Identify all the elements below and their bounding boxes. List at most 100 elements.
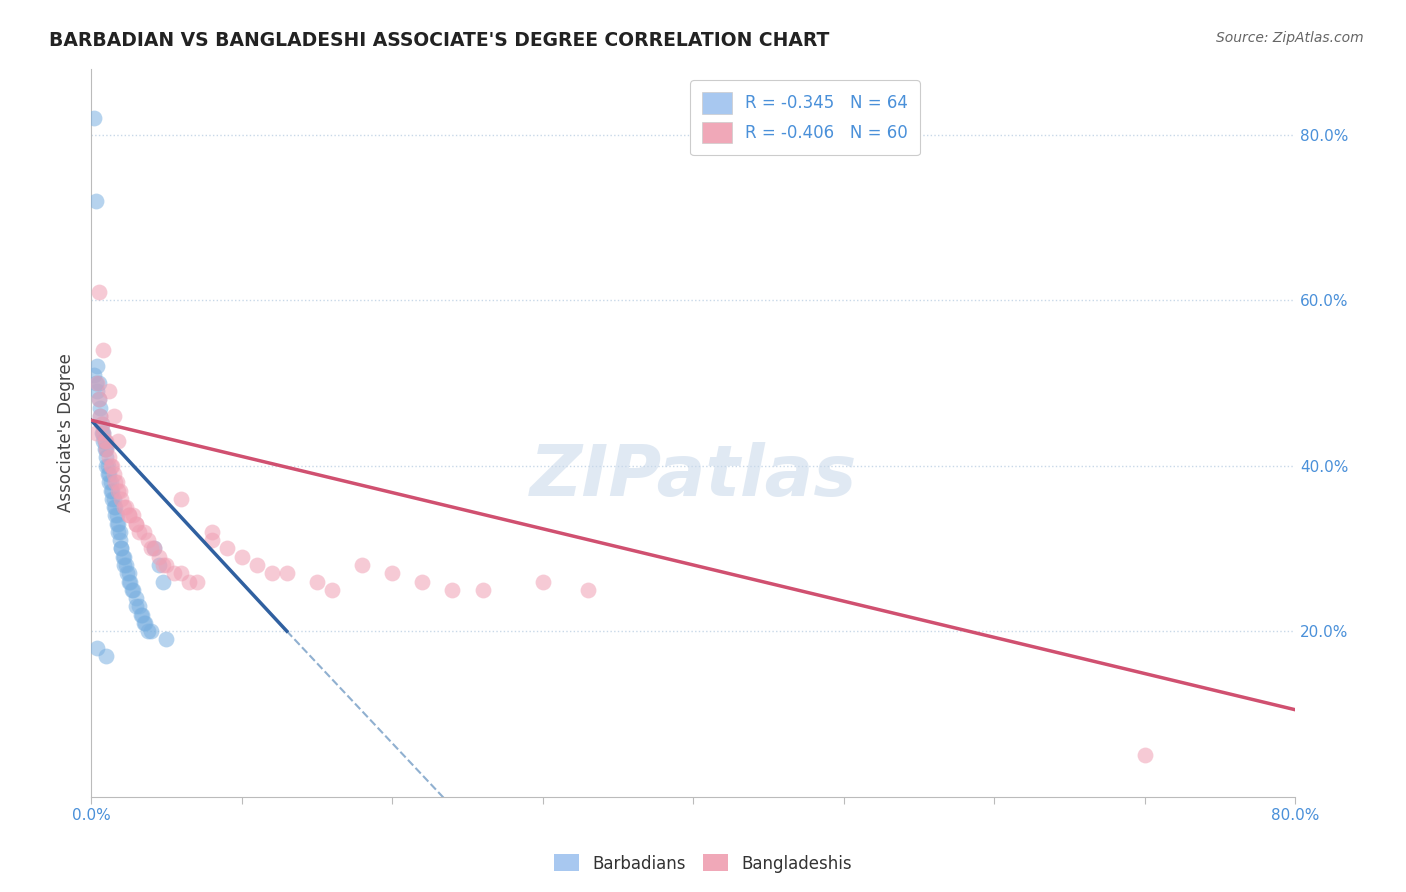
Point xyxy=(110,491,132,506)
Point xyxy=(441,582,464,597)
Point xyxy=(96,450,118,465)
Point xyxy=(86,376,108,390)
Point xyxy=(108,524,131,539)
Point xyxy=(260,566,283,581)
Point xyxy=(100,475,122,490)
Point xyxy=(120,574,142,589)
Point xyxy=(86,359,108,374)
Point xyxy=(200,533,222,548)
Point xyxy=(152,574,174,589)
Point xyxy=(155,632,177,647)
Point xyxy=(121,582,143,597)
Point xyxy=(98,467,121,481)
Point xyxy=(91,343,114,357)
Point xyxy=(91,425,114,440)
Point xyxy=(125,591,148,606)
Point xyxy=(131,607,153,622)
Point xyxy=(112,549,135,564)
Point xyxy=(105,475,128,490)
Point xyxy=(381,566,404,581)
Point xyxy=(89,409,111,423)
Point xyxy=(96,442,118,457)
Point xyxy=(87,376,110,390)
Point xyxy=(576,582,599,597)
Point xyxy=(83,368,105,382)
Point xyxy=(125,516,148,531)
Legend: R = -0.345   N = 64, R = -0.406   N = 60: R = -0.345 N = 64, R = -0.406 N = 60 xyxy=(690,80,920,155)
Y-axis label: Associate's Degree: Associate's Degree xyxy=(58,353,75,512)
Point xyxy=(231,549,253,564)
Point xyxy=(87,392,110,407)
Point xyxy=(134,615,156,630)
Point xyxy=(98,384,121,399)
Point xyxy=(105,508,128,523)
Point xyxy=(100,458,122,473)
Point xyxy=(100,483,122,498)
Point xyxy=(101,491,124,506)
Point xyxy=(531,574,554,589)
Point xyxy=(93,442,115,457)
Point xyxy=(118,574,141,589)
Point xyxy=(91,434,114,448)
Point xyxy=(132,524,155,539)
Point xyxy=(138,533,160,548)
Point xyxy=(103,467,125,481)
Point xyxy=(411,574,433,589)
Point xyxy=(200,524,222,539)
Point xyxy=(118,508,141,523)
Point xyxy=(152,558,174,572)
Point xyxy=(107,516,129,531)
Point xyxy=(105,516,128,531)
Point xyxy=(101,458,124,473)
Point xyxy=(93,434,115,448)
Point xyxy=(1133,748,1156,763)
Point xyxy=(110,541,132,556)
Point xyxy=(170,566,193,581)
Point xyxy=(98,450,121,465)
Point xyxy=(103,491,125,506)
Point xyxy=(125,516,148,531)
Point xyxy=(177,574,200,589)
Point xyxy=(86,384,108,399)
Point xyxy=(128,524,150,539)
Point xyxy=(117,566,139,581)
Point xyxy=(98,475,121,490)
Point xyxy=(103,500,125,514)
Point xyxy=(170,491,193,506)
Point xyxy=(155,558,177,572)
Point xyxy=(143,541,166,556)
Point xyxy=(108,483,131,498)
Point xyxy=(111,549,134,564)
Point xyxy=(125,599,148,614)
Point xyxy=(90,425,112,440)
Point xyxy=(108,533,131,548)
Point xyxy=(91,425,114,440)
Point xyxy=(129,607,152,622)
Point xyxy=(104,475,127,490)
Point xyxy=(104,508,127,523)
Point xyxy=(112,500,135,514)
Point xyxy=(112,558,135,572)
Point xyxy=(93,434,115,448)
Point xyxy=(118,566,141,581)
Point xyxy=(86,640,108,655)
Point xyxy=(103,409,125,423)
Point xyxy=(84,194,107,208)
Point xyxy=(352,558,374,572)
Point xyxy=(84,425,107,440)
Point xyxy=(148,558,170,572)
Point xyxy=(321,582,343,597)
Point xyxy=(122,508,145,523)
Point xyxy=(215,541,238,556)
Point xyxy=(114,558,136,572)
Point xyxy=(186,574,208,589)
Point xyxy=(90,417,112,432)
Text: ZIPatlas: ZIPatlas xyxy=(530,442,858,511)
Point xyxy=(101,483,124,498)
Point xyxy=(89,401,111,415)
Point xyxy=(96,458,118,473)
Point xyxy=(132,615,155,630)
Point xyxy=(276,566,298,581)
Point xyxy=(141,624,163,639)
Point xyxy=(110,541,132,556)
